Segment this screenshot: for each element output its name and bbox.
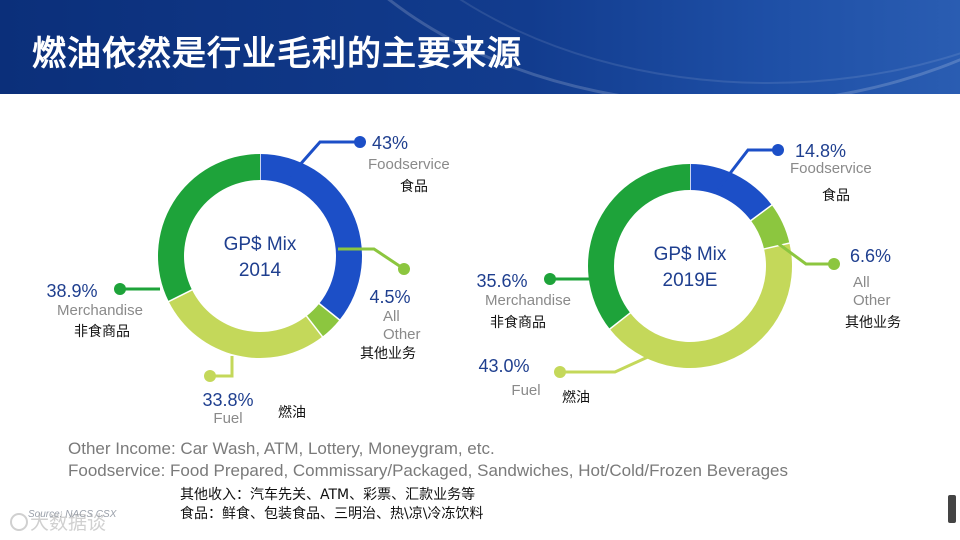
donut-slice-fuel-2: [609, 243, 792, 368]
note-other-income-cn: 其他收入：汽车先关、ATM、彩票、汇款业务等: [180, 487, 476, 503]
slice-separator: [167, 288, 194, 303]
leader-dot-foodservice: [772, 144, 784, 156]
data-label-name-merchandise: Merchandise: [57, 302, 143, 319]
data-label-name-merchandise: Merchandise: [485, 292, 571, 309]
leader-line-other: [338, 247, 405, 271]
data-label-value-merchandise: 35.6%: [476, 271, 527, 291]
donut-slice-fuel-1: [168, 289, 323, 358]
data-label-name-foodservice: Foodservice: [790, 160, 872, 177]
center-label-year: 2019E: [663, 270, 718, 291]
leader-dot-other: [828, 258, 840, 270]
data-label-value-foodservice: 43%: [372, 133, 408, 153]
data-label-value-fuel: 43.0%: [478, 356, 529, 376]
donut-slice-other-1: [306, 303, 340, 337]
leader-dot-other: [398, 263, 410, 275]
corner-mark: [948, 495, 956, 523]
leader-dot-foodservice: [354, 136, 366, 148]
charts-area: GP$ Mix201443%Foodservice食品4.5%AllOther其…: [46, 133, 901, 427]
leader-line-foodservice: [288, 140, 360, 177]
data-label-cn-fuel: 燃油: [562, 389, 590, 406]
donut-slice-merchandise-2: [588, 164, 690, 330]
source-text: Source: NACS CSX: [28, 509, 117, 520]
leader-line-foodservice: [716, 148, 778, 190]
data-label-name-fuel: Fuel: [511, 382, 540, 399]
note-other-income: Other Income: Car Wash, ATM, Lottery, Mo…: [68, 439, 495, 458]
donut-slice-foodservice-2: [690, 164, 772, 221]
slice-separator: [608, 311, 632, 331]
leader-line-fuel: [560, 354, 651, 374]
data-label-value-other: 6.6%: [850, 246, 891, 266]
leader-dot-fuel: [204, 370, 216, 382]
donut-slice-other-2: [750, 205, 790, 249]
leader-dot-fuel: [554, 366, 566, 378]
data-label-name-other: All: [853, 274, 870, 291]
data-label-name-fuel: Fuel: [213, 410, 242, 427]
slice-separator: [749, 203, 774, 222]
data-label-cn-other: 其他业务: [845, 315, 901, 331]
page-title: 燃油依然是行业毛利的主要来源: [32, 34, 522, 74]
slice-separator: [317, 302, 341, 322]
note-foodservice: Foodservice: Food Prepared, Commissary/P…: [68, 461, 789, 480]
data-label-value-other: 4.5%: [369, 287, 410, 307]
data-label-value-fuel: 33.8%: [202, 390, 253, 410]
data-label-name-other: Other: [383, 326, 421, 343]
data-label-cn-fuel: 燃油: [278, 404, 306, 421]
header-banner: 燃油依然是行业毛利的主要来源: [0, 0, 960, 94]
slice-separator: [762, 242, 791, 250]
leader-dot-merchandise: [114, 283, 126, 295]
data-label-cn-merchandise: 非食商品: [74, 323, 130, 340]
data-label-name-foodservice: Foodservice: [368, 156, 450, 173]
data-label-cn-merchandise: 非食商品: [490, 314, 546, 331]
data-label-name-other: All: [383, 308, 400, 325]
center-label-title: GP$ Mix: [654, 244, 727, 265]
data-label-cn-other: 其他业务: [360, 346, 416, 362]
data-label-name-other: Other: [853, 292, 891, 309]
leader-line-fuel: [210, 356, 234, 378]
slice-separator: [305, 314, 324, 338]
data-label-cn-foodservice: 食品: [822, 187, 850, 204]
center-label-year: 2014: [239, 260, 282, 281]
donut-slice-foodservice-1: [260, 154, 362, 320]
leader-dot-merchandise: [544, 273, 556, 285]
leader-line-other: [771, 237, 834, 266]
data-label-value-merchandise: 38.9%: [46, 281, 97, 301]
donut-slice-merchandise-1: [158, 154, 260, 302]
watermark: 大数据谈: [30, 512, 107, 534]
data-label-cn-foodservice: 食品: [400, 178, 428, 195]
center-label-title: GP$ Mix: [224, 234, 297, 255]
data-label-value-foodservice: 14.8%: [795, 141, 846, 161]
note-foodservice-cn: 食品：鲜食、包装食品、三明治、热\凉\冷冻饮料: [180, 506, 484, 522]
watermark-icon: [10, 513, 28, 531]
